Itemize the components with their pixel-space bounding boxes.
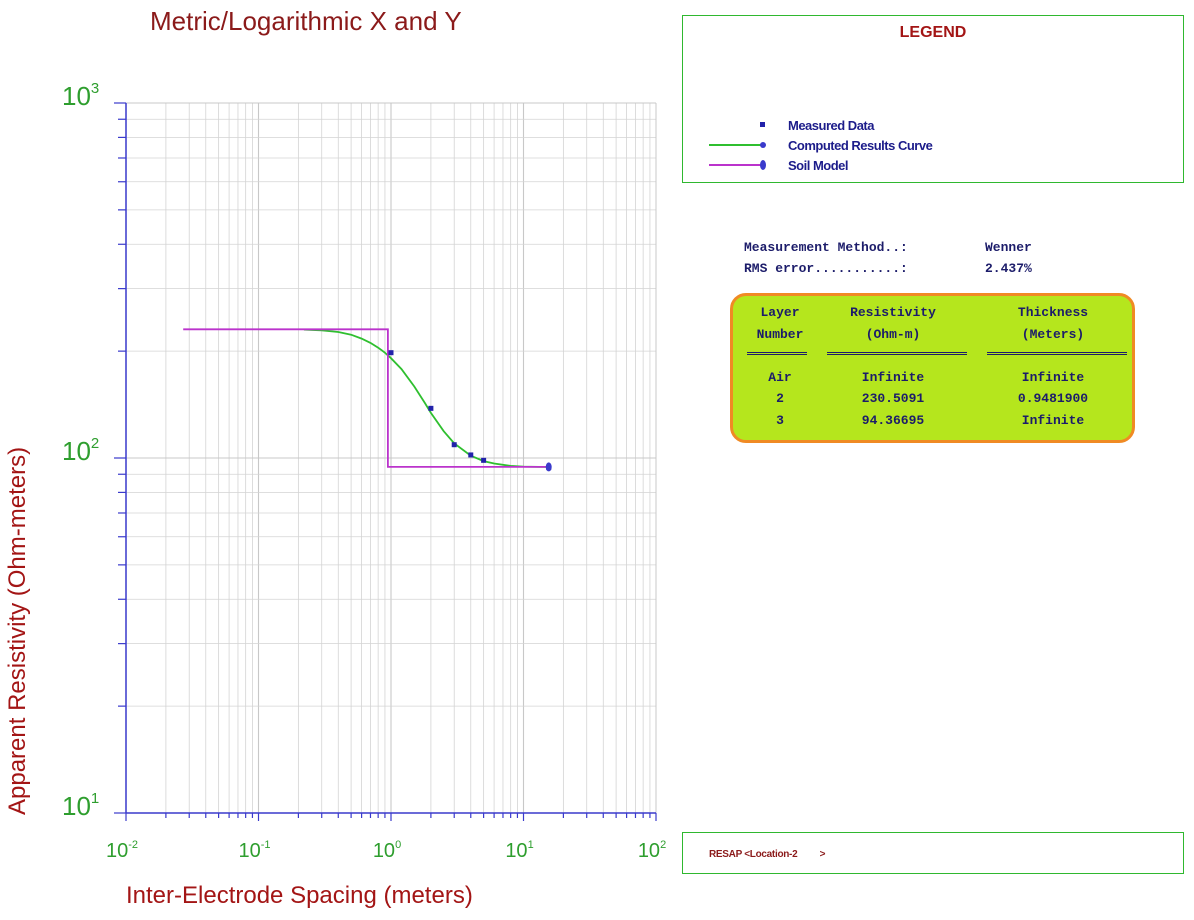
measured-data-point [468, 452, 474, 458]
row-2-resistivity: 230.5091 [861, 391, 925, 406]
soil-model-line [183, 328, 549, 468]
header-thickness: Thickness [1017, 305, 1089, 320]
soil-model-end-marker [545, 462, 552, 472]
header-rule [747, 352, 807, 355]
rms-label: RMS error...........: [744, 261, 908, 276]
x-tick-label: 101 [505, 839, 533, 862]
x-tick-label: 100 [373, 839, 401, 862]
y-tick-label: 103 [62, 80, 99, 111]
legend-box: LEGEND Measured Data Computed Results Cu… [682, 15, 1184, 183]
method-label: Measurement Method..: [744, 240, 908, 255]
legend-label-measured: Measured Data [788, 118, 874, 133]
resistivity-plot: 10-2 10-1 100 101 102 101 102 103 [62, 80, 666, 862]
x-tick-label: 10-2 [106, 839, 138, 862]
measured-data-point [451, 442, 457, 448]
chart-title: Metric/Logarithmic X and Y [150, 6, 462, 36]
header-number: Number [756, 327, 804, 342]
series [183, 328, 552, 472]
row-air-layer: Air [768, 370, 792, 385]
computed-curve-line-icon [709, 142, 766, 148]
row-2-layer: 2 [776, 391, 784, 406]
method-value: Wenner [985, 240, 1032, 255]
header-meters: (Meters) [1021, 327, 1085, 342]
x-tick-label: 10-1 [238, 839, 270, 862]
y-tick-label: 102 [62, 435, 99, 466]
x-tick-label: 102 [638, 839, 666, 862]
row-air-thickness: Infinite [1021, 370, 1085, 385]
footer-box: RESAP <Location-2 > [682, 832, 1184, 874]
x-axis-title: Inter-Electrode Spacing (meters) [126, 882, 473, 909]
header-rule [827, 352, 967, 355]
grid [125, 102, 657, 814]
legend-title: LEGEND [899, 24, 967, 41]
footer-location: RESAP <Location-2 > [709, 849, 826, 860]
row-3-layer: 3 [776, 413, 784, 428]
measured-data-marker-icon [760, 122, 765, 127]
row-air-resistivity: Infinite [861, 370, 925, 385]
row-3-thickness: Infinite [1021, 413, 1085, 428]
header-layer: Layer [760, 305, 800, 320]
header-resistivity: Resistivity [850, 305, 936, 320]
row-3-resistivity: 94.36695 [861, 413, 925, 428]
measured-data-point [481, 457, 487, 463]
header-ohm-m: (Ohm-m) [865, 327, 921, 342]
legend-label-soil-model: Soil Model [788, 158, 849, 173]
tick-labels: 10-2 10-1 100 101 102 101 102 103 [62, 80, 666, 862]
rms-value: 2.437% [985, 261, 1032, 276]
row-2-thickness: 0.9481900 [1017, 391, 1089, 406]
measured-data-point [388, 350, 394, 356]
legend-label-computed: Computed Results Curve [788, 138, 933, 153]
header-rule [987, 352, 1127, 355]
computed-results-curve [303, 328, 549, 468]
measured-data-point [428, 405, 434, 411]
soil-model-line-icon [709, 160, 766, 170]
y-tick-label: 101 [62, 790, 99, 821]
soil-layers-table: Layer Number Resistivity (Ohm-m) Thickne… [730, 293, 1135, 443]
axes [114, 102, 657, 821]
